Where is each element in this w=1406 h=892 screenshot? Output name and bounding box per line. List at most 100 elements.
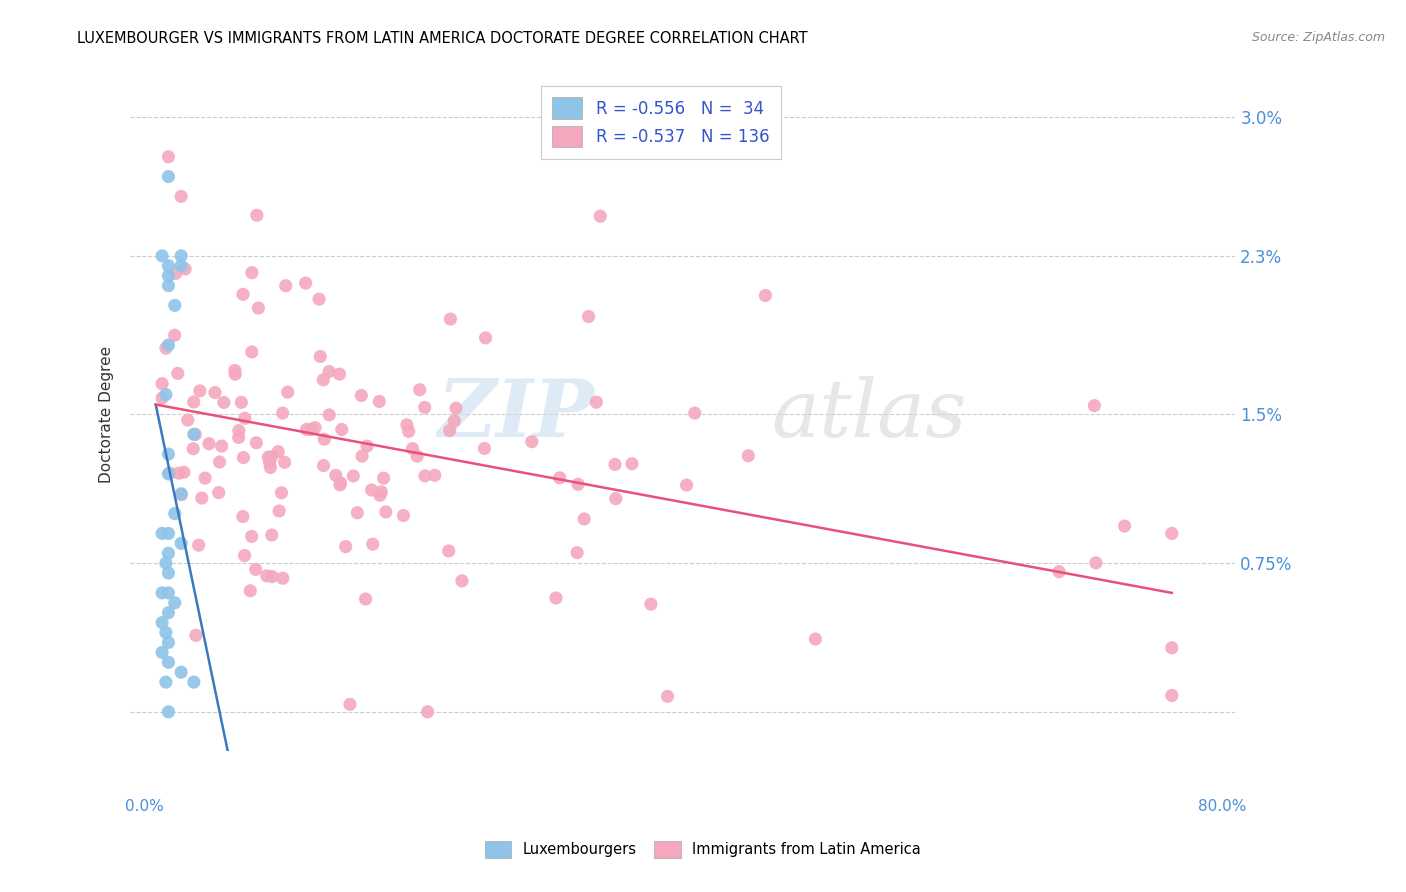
Point [270, 485, 292, 500]
Point [1083, 399, 1105, 413]
Point [191, 491, 214, 505]
Point [181, 442, 204, 456]
Point [325, 468, 347, 483]
Point [409, 383, 432, 397]
Point [406, 449, 429, 463]
Point [754, 288, 776, 302]
Point [401, 442, 423, 456]
Point [150, 376, 173, 391]
Point [416, 705, 439, 719]
Text: ZIP: ZIP [437, 376, 595, 453]
Point [233, 549, 256, 563]
Legend: Luxembourgers, Immigrants from Latin America: Luxembourgers, Immigrants from Latin Ame… [478, 834, 928, 865]
Point [437, 544, 460, 558]
Point [361, 537, 384, 551]
Point [1160, 526, 1182, 541]
Point [177, 413, 200, 427]
Point [439, 312, 461, 326]
Point [398, 425, 420, 439]
Point [444, 401, 467, 416]
Point [675, 478, 697, 492]
Point [208, 455, 231, 469]
Y-axis label: Doctorate Degree: Doctorate Degree [100, 346, 114, 483]
Point [737, 449, 759, 463]
Point [269, 504, 291, 518]
Point [339, 698, 361, 712]
Point [155, 387, 177, 401]
Point [233, 411, 256, 425]
Text: atlas: atlas [772, 376, 966, 453]
Point [183, 395, 205, 409]
Point [224, 363, 246, 377]
Point [183, 427, 205, 442]
Point [474, 442, 496, 456]
Point [360, 483, 382, 497]
Point [256, 569, 278, 583]
Point [240, 529, 263, 543]
Point [157, 606, 180, 620]
Point [312, 373, 335, 387]
Point [170, 536, 193, 550]
Point [167, 466, 190, 480]
Point [157, 259, 180, 273]
Point [1160, 640, 1182, 655]
Point [1160, 689, 1182, 703]
Point [232, 509, 254, 524]
Point [413, 401, 436, 415]
Point [198, 436, 221, 450]
Point [170, 189, 193, 203]
Point [370, 484, 392, 499]
Point [184, 427, 207, 442]
Point [589, 209, 612, 223]
Point [330, 423, 353, 437]
Point [170, 249, 193, 263]
Point [578, 310, 600, 324]
Point [314, 432, 336, 446]
Point [257, 450, 280, 465]
Point [395, 417, 418, 432]
Point [356, 439, 378, 453]
Point [804, 632, 827, 646]
Point [155, 675, 177, 690]
Point [150, 249, 173, 263]
Point [184, 628, 207, 642]
Point [163, 507, 186, 521]
Point [204, 385, 226, 400]
Point [155, 625, 177, 640]
Point [170, 488, 193, 502]
Point [157, 635, 180, 649]
Point [246, 208, 269, 222]
Point [245, 435, 267, 450]
Point [260, 450, 283, 464]
Point [443, 414, 465, 428]
Point [520, 434, 543, 449]
Point [239, 583, 262, 598]
Point [259, 456, 281, 470]
Point [208, 485, 231, 500]
Point [274, 278, 297, 293]
Point [1047, 565, 1070, 579]
Point [328, 367, 350, 381]
Point [150, 645, 173, 659]
Point [277, 385, 299, 400]
Point [170, 665, 193, 680]
Point [640, 597, 662, 611]
Point [620, 457, 643, 471]
Legend: R = -0.556   N =  34, R = -0.537   N = 136: R = -0.556 N = 34, R = -0.537 N = 136 [540, 86, 780, 159]
Point [170, 259, 193, 273]
Point [150, 586, 173, 600]
Point [262, 569, 284, 583]
Point [183, 675, 205, 690]
Point [308, 292, 330, 306]
Point [157, 655, 180, 669]
Point [188, 384, 211, 398]
Point [157, 338, 180, 352]
Point [150, 615, 173, 630]
Point [392, 508, 415, 523]
Point [157, 586, 180, 600]
Point [354, 592, 377, 607]
Point [157, 566, 180, 580]
Point [350, 388, 373, 402]
Point [232, 450, 254, 465]
Point [683, 406, 706, 420]
